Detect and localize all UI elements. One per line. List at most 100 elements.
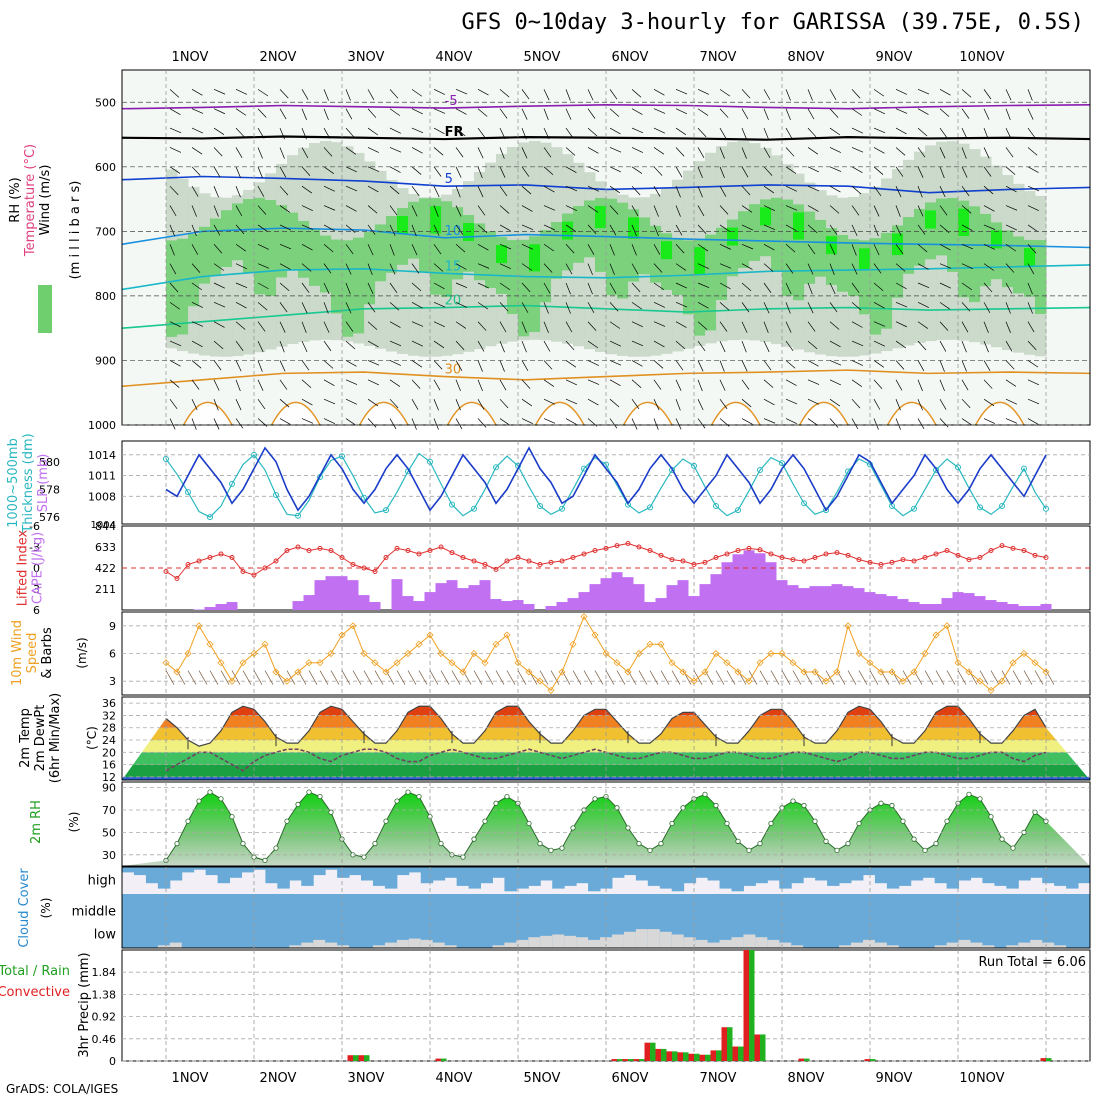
wind-marker [690,677,698,685]
li-marker [845,552,851,558]
y-tick-label: 20 [102,746,116,759]
wind-barb [719,108,729,118]
date-label-top: 6NOV [612,50,649,65]
wind-barb [609,166,622,173]
wind-barb [499,302,509,312]
cloud-low-cell [862,939,876,948]
li-marker [394,545,400,551]
wind-marker [272,668,280,676]
rh-shade [903,217,915,274]
wind-barb [213,186,219,198]
cloud-high-cell [1018,867,1031,881]
cloud-mid-cell [241,894,254,948]
wind-barb [521,147,528,159]
wind-barb [829,379,841,386]
cloud-mid-cell [827,894,840,948]
wind-barb [499,398,509,409]
li-marker [218,551,224,557]
cape-bar [666,585,678,610]
rh-shade [573,205,585,263]
wind-barb [323,340,332,352]
wind-barb [521,185,532,195]
wind-barb [1027,321,1035,333]
wind-barb [169,302,181,310]
wind-barb [851,321,863,328]
wind-barb [169,398,178,410]
wind-barb [763,360,772,371]
wind-barb [917,399,923,411]
wind-barb [917,205,924,217]
rh-marker [790,798,796,804]
wind-barb [543,340,551,352]
wind-barb [235,243,247,252]
wind-barb [763,127,769,140]
wind-barb [785,379,797,386]
cloud-high-cell [850,867,864,881]
wind-barb [191,340,203,348]
wind-barb [653,89,665,96]
cape-bar [864,592,876,610]
wind-marker [789,659,797,667]
y-tick-label: 3 [109,675,116,688]
cloud-mid-cell [1018,894,1031,948]
precip-total-bar [353,1055,359,1061]
wind-marker [899,677,907,685]
rh-marker [460,854,466,860]
cloud-high-cell [695,867,709,878]
y-tick-label: 36 [102,697,116,710]
cloud-mid-cell [850,894,864,948]
wind-barb [411,89,423,97]
wind-barb [543,127,550,140]
wind-barb [763,398,775,406]
wind-barb [213,399,219,411]
wind-barb [979,670,989,685]
wind-barb [565,244,575,254]
wind-barb [785,108,791,120]
wind-barb [279,185,289,196]
wind-barb [169,224,175,237]
wind-barb [653,147,665,155]
rh-marker [636,840,642,847]
wind-marker [580,613,588,621]
cloud-mid-cell [361,894,374,948]
rh-shade [562,221,574,240]
wind-barb [521,379,531,389]
cloud-high-cell [659,867,673,889]
temp-hump [270,401,321,426]
wind-barb [873,108,886,115]
wind-barb [323,379,335,386]
contour-label: 20 [445,294,462,309]
wind-barb [1027,340,1037,351]
rh-shade [947,197,959,272]
wind-barb [631,244,637,256]
run-total-label: Run Total = 6.06 [978,955,1086,970]
cloud-high-cell [516,867,529,889]
wind-marker [811,668,819,676]
y-tick-label: -3 [29,541,40,554]
wind-barb [242,670,252,685]
li-marker [405,548,411,553]
date-label-bottom: 4NOV [436,1071,473,1086]
wind-barb [939,379,945,392]
wind-barb [385,670,395,685]
rh-shade [793,212,805,240]
rh-marker [977,796,983,802]
wind-barb [807,282,813,295]
wind-barb [191,379,200,390]
cape-bar [468,585,480,610]
wind-marker [459,668,467,676]
wind-barb [389,224,396,236]
wind-marker [184,649,192,658]
wind-barb [565,89,571,101]
wind-barb [191,127,204,134]
wind-barb [631,185,641,196]
cloud-high-cell [133,867,147,876]
rh-marker [878,800,884,806]
wind-barb [858,670,868,685]
wind-barb [374,670,384,685]
wind-marker [305,659,313,667]
wind-barb [719,282,731,290]
wind-barb [462,670,472,685]
rh-shade [815,219,827,277]
wind-barb [763,340,770,353]
